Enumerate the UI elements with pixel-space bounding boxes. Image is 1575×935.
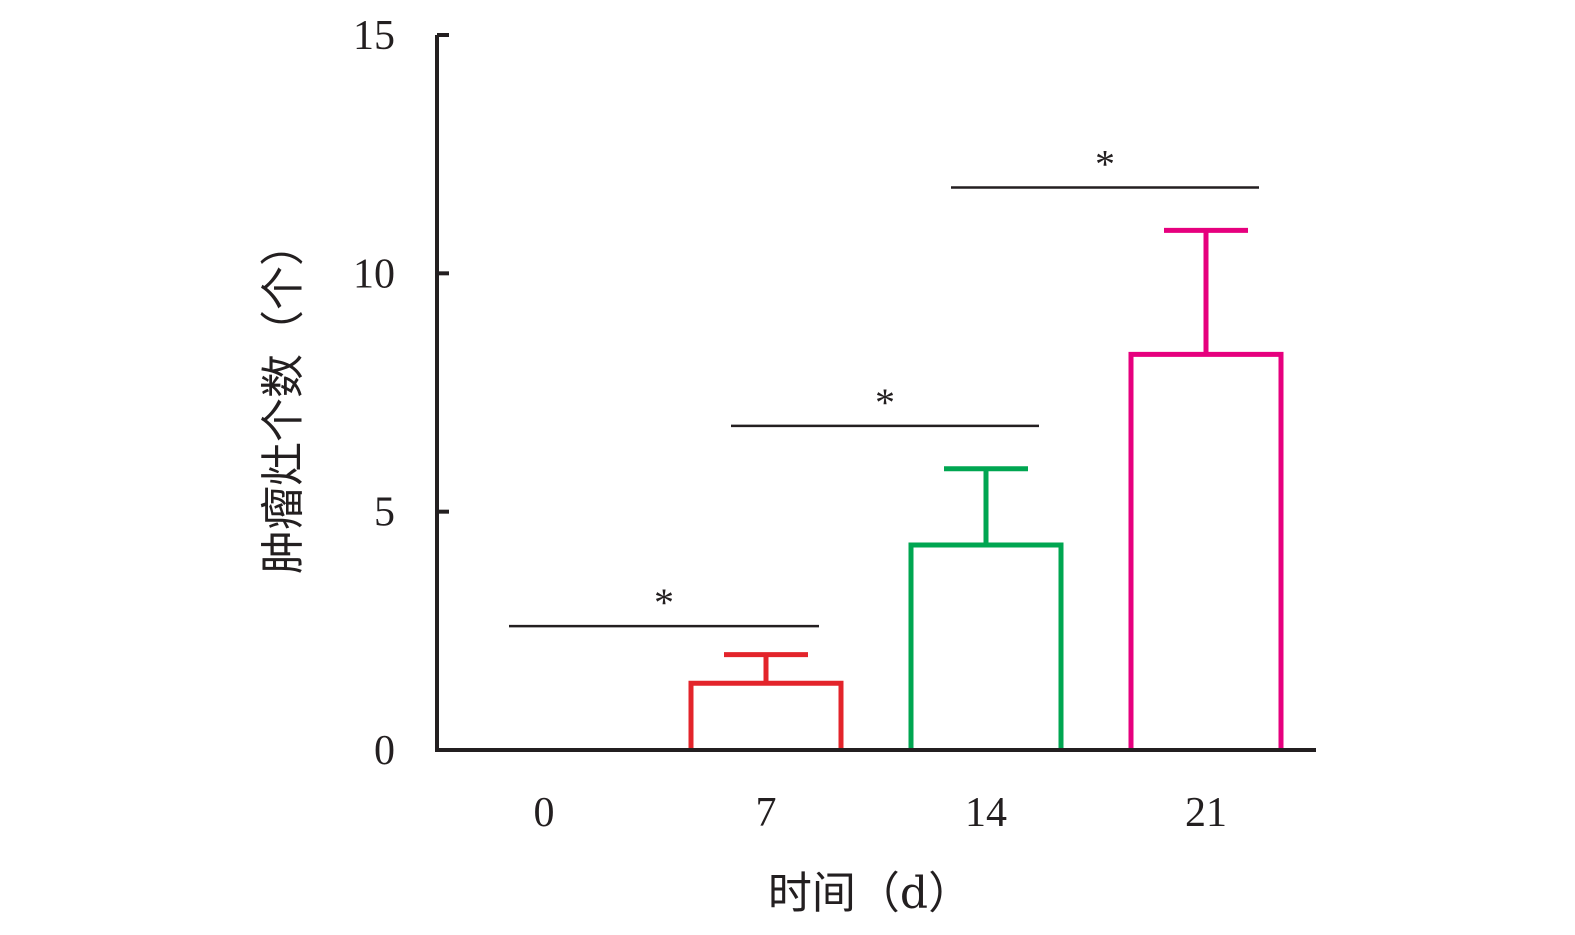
x-tick-label: 0 xyxy=(534,790,555,836)
x-ticks-layer: 0 7 14 21 xyxy=(534,790,1228,836)
significance-star: * xyxy=(875,380,895,425)
y-axis-title: 肿瘤灶个数（个） xyxy=(258,222,309,574)
y-tick-label: 15 xyxy=(353,13,395,59)
y-tick-label: 5 xyxy=(374,490,395,536)
x-axis-title: 时间（d） xyxy=(768,868,972,919)
bar xyxy=(1128,351,1284,750)
y-tick-label: 10 xyxy=(353,251,395,297)
error-bars-layer xyxy=(724,227,1248,684)
bars-layer xyxy=(688,351,1284,750)
x-tick-label: 14 xyxy=(965,790,1007,836)
y-ticks-layer: 0 5 10 15 xyxy=(353,13,449,774)
axes-layer xyxy=(435,35,1316,752)
bar xyxy=(908,542,1064,750)
significance-layer: * * * xyxy=(509,142,1259,628)
x-tick-label: 7 xyxy=(756,790,777,836)
y-tick-label: 0 xyxy=(374,728,395,774)
significance-star: * xyxy=(1095,142,1115,187)
bar xyxy=(688,680,844,750)
significance-star: * xyxy=(654,580,674,625)
x-tick-label: 21 xyxy=(1185,790,1227,836)
